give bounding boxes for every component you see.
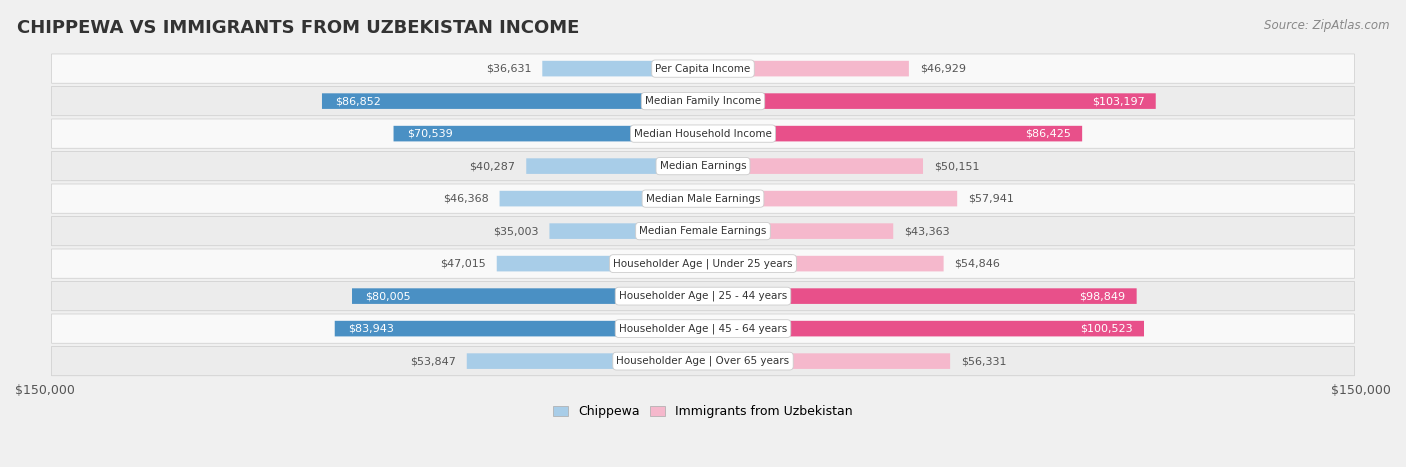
Text: Median Female Earnings: Median Female Earnings <box>640 226 766 236</box>
Text: $43,363: $43,363 <box>904 226 950 236</box>
FancyBboxPatch shape <box>52 249 1354 278</box>
Text: Median Earnings: Median Earnings <box>659 161 747 171</box>
FancyBboxPatch shape <box>52 217 1354 246</box>
Text: $70,539: $70,539 <box>406 128 453 139</box>
FancyBboxPatch shape <box>499 191 703 206</box>
Text: $100,523: $100,523 <box>1080 324 1133 333</box>
Text: $35,003: $35,003 <box>494 226 538 236</box>
FancyBboxPatch shape <box>52 347 1354 376</box>
FancyBboxPatch shape <box>703 191 957 206</box>
Text: Median Family Income: Median Family Income <box>645 96 761 106</box>
Text: $98,849: $98,849 <box>1080 291 1126 301</box>
FancyBboxPatch shape <box>703 321 1144 336</box>
FancyBboxPatch shape <box>394 126 703 142</box>
Text: $53,847: $53,847 <box>411 356 456 366</box>
FancyBboxPatch shape <box>703 223 893 239</box>
FancyBboxPatch shape <box>52 119 1354 148</box>
Text: Householder Age | Under 25 years: Householder Age | Under 25 years <box>613 258 793 269</box>
Text: Median Household Income: Median Household Income <box>634 128 772 139</box>
Text: $86,425: $86,425 <box>1025 128 1071 139</box>
FancyBboxPatch shape <box>352 288 703 304</box>
FancyBboxPatch shape <box>550 223 703 239</box>
Text: Median Male Earnings: Median Male Earnings <box>645 194 761 204</box>
FancyBboxPatch shape <box>703 256 943 271</box>
FancyBboxPatch shape <box>52 184 1354 213</box>
Text: CHIPPEWA VS IMMIGRANTS FROM UZBEKISTAN INCOME: CHIPPEWA VS IMMIGRANTS FROM UZBEKISTAN I… <box>17 19 579 37</box>
FancyBboxPatch shape <box>526 158 703 174</box>
Legend: Chippewa, Immigrants from Uzbekistan: Chippewa, Immigrants from Uzbekistan <box>548 400 858 423</box>
FancyBboxPatch shape <box>496 256 703 271</box>
Text: $47,015: $47,015 <box>440 259 486 269</box>
Text: $56,331: $56,331 <box>962 356 1007 366</box>
Text: Source: ZipAtlas.com: Source: ZipAtlas.com <box>1264 19 1389 32</box>
Text: $50,151: $50,151 <box>934 161 980 171</box>
FancyBboxPatch shape <box>335 321 703 336</box>
FancyBboxPatch shape <box>543 61 703 77</box>
FancyBboxPatch shape <box>467 354 703 369</box>
Text: $36,631: $36,631 <box>486 64 531 74</box>
Text: $103,197: $103,197 <box>1092 96 1144 106</box>
Text: $54,846: $54,846 <box>955 259 1001 269</box>
FancyBboxPatch shape <box>703 354 950 369</box>
Text: $86,852: $86,852 <box>335 96 381 106</box>
Text: $80,005: $80,005 <box>366 291 411 301</box>
FancyBboxPatch shape <box>703 126 1083 142</box>
FancyBboxPatch shape <box>703 158 922 174</box>
Text: Householder Age | 45 - 64 years: Householder Age | 45 - 64 years <box>619 323 787 334</box>
FancyBboxPatch shape <box>52 86 1354 116</box>
Text: $46,368: $46,368 <box>443 194 489 204</box>
FancyBboxPatch shape <box>52 54 1354 83</box>
Text: Householder Age | 25 - 44 years: Householder Age | 25 - 44 years <box>619 291 787 301</box>
FancyBboxPatch shape <box>703 61 908 77</box>
Text: Householder Age | Over 65 years: Householder Age | Over 65 years <box>616 356 790 367</box>
FancyBboxPatch shape <box>52 151 1354 181</box>
FancyBboxPatch shape <box>52 314 1354 343</box>
FancyBboxPatch shape <box>322 93 703 109</box>
Text: $57,941: $57,941 <box>969 194 1014 204</box>
Text: $40,287: $40,287 <box>470 161 515 171</box>
FancyBboxPatch shape <box>703 93 1156 109</box>
FancyBboxPatch shape <box>52 282 1354 311</box>
Text: $83,943: $83,943 <box>347 324 394 333</box>
FancyBboxPatch shape <box>703 288 1136 304</box>
Text: $46,929: $46,929 <box>920 64 966 74</box>
Text: Per Capita Income: Per Capita Income <box>655 64 751 74</box>
